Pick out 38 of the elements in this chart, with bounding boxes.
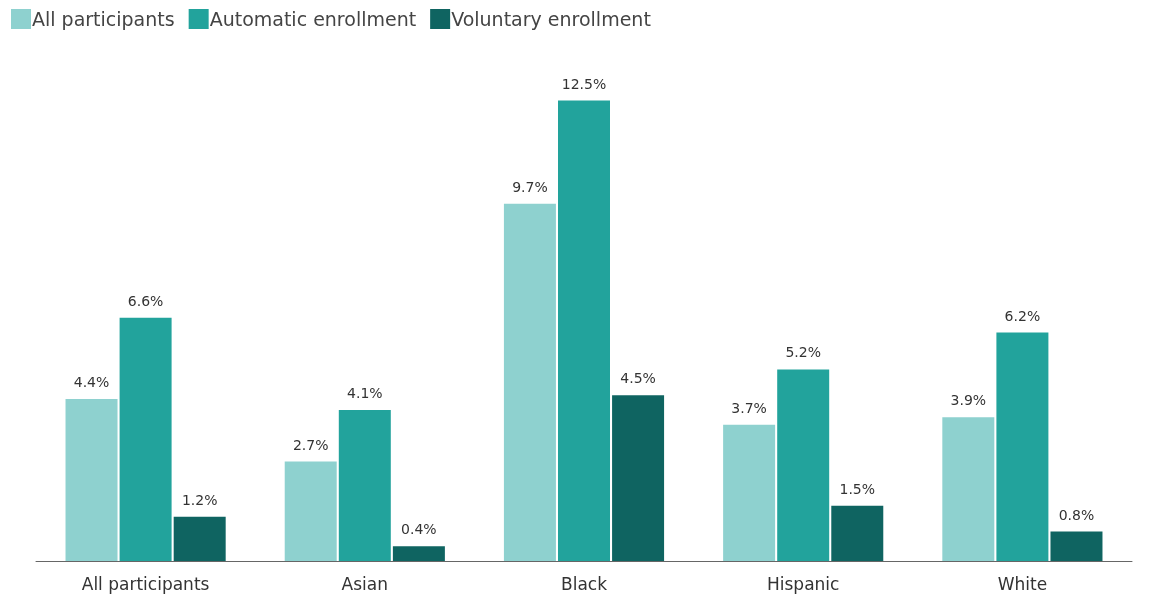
data-label: 4.1% [347,384,383,401]
data-label: 9.7% [512,178,548,195]
bar [942,417,995,561]
data-label: 2.7% [292,436,329,453]
bar [612,395,665,561]
data-label: 0.4% [401,521,437,538]
data-label: 1.5% [839,480,876,497]
x-tick-label: White [997,573,1048,594]
legend-label: Voluntary enrollment [451,8,651,30]
x-tick-label: Black [561,573,608,594]
legend-label: All participants [32,8,175,30]
legend-label: Automatic enrollment [209,8,417,30]
bar [996,332,1049,561]
bar [119,317,172,561]
bar [1050,531,1103,561]
bar [284,461,337,561]
bar [65,398,118,561]
data-label: 6.6% [127,292,164,309]
data-label: 3.7% [731,399,767,416]
bar [338,409,391,561]
data-label: 5.2% [785,344,821,361]
data-label: 0.8% [1058,506,1095,523]
bar [831,505,884,561]
bar [558,100,610,561]
data-label: 12.5% [561,75,607,92]
data-label: 4.5% [620,370,656,387]
data-label: 4.4% [73,373,110,390]
bar [173,516,226,561]
bar [777,369,830,561]
x-tick-label: Hispanic [766,573,840,594]
data-label: 6.2% [1004,307,1041,324]
x-tick-label: All participants [81,573,210,594]
bar [503,203,556,561]
bar [392,546,445,561]
bar [723,424,776,561]
x-tick-label: Asian [341,573,388,594]
data-label: 3.9% [950,392,987,409]
data-label: 1.2% [181,491,218,508]
